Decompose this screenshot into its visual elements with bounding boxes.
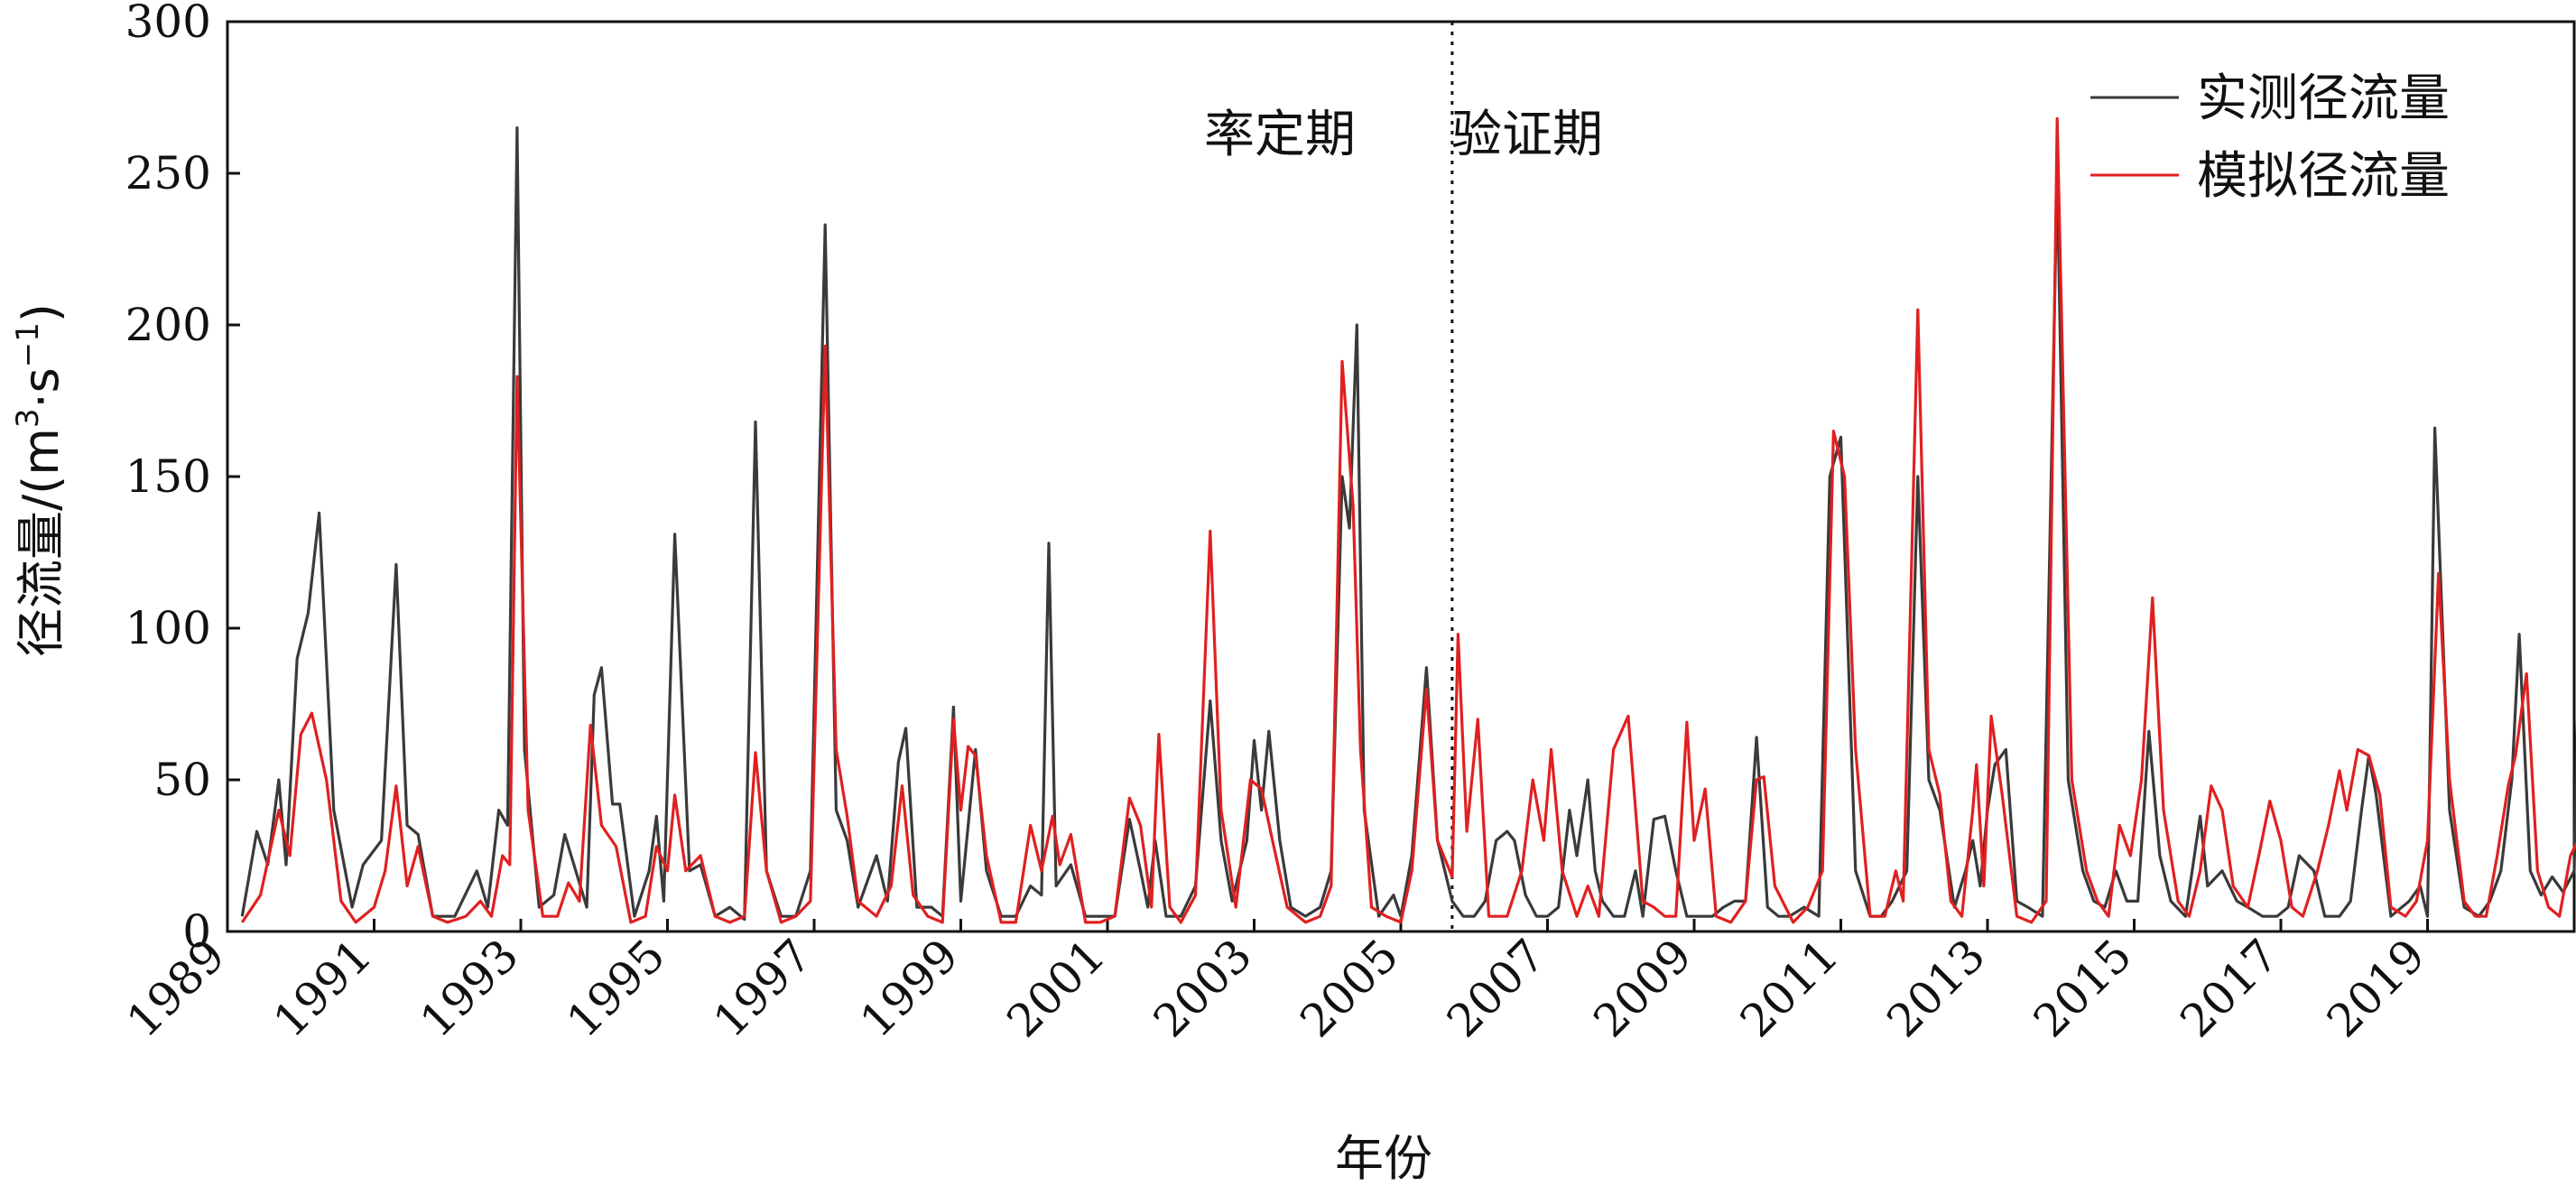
x-tick-label: 2001 [996, 929, 1115, 1047]
x-axis-title: 年份 [1335, 1130, 1432, 1186]
x-tick-label: 2003 [1144, 929, 1262, 1047]
y-tick-label: 50 [153, 754, 211, 806]
x-tick-label: 2005 [1290, 929, 1408, 1047]
x-tick-label: 2017 [2170, 929, 2288, 1047]
validation-period-label: 验证期 [1451, 106, 1603, 164]
x-tick-label: 2013 [1876, 929, 1995, 1047]
y-tick-label: 100 [125, 602, 211, 654]
legend-label-observed: 实测径流量 [2197, 69, 2450, 128]
x-tick-label: 1997 [703, 929, 821, 1047]
legend-label-simulated: 模拟径流量 [2197, 147, 2450, 206]
y-tick-label: 150 [125, 450, 211, 503]
y-axis-title-suffix: ) [13, 303, 69, 322]
x-tick-label: 1995 [557, 929, 675, 1047]
x-tick-label: 1989 [116, 929, 235, 1047]
x-tick-label: 2009 [1583, 929, 1701, 1047]
x-tick-label: 1991 [264, 929, 382, 1047]
annotations: 率定期 验证期 [1204, 106, 1603, 164]
x-tick-label: 1993 [410, 929, 528, 1047]
x-tick-label: 1999 [850, 929, 968, 1047]
y-tick-label: 250 [125, 147, 211, 199]
series-line-simulated [240, 116, 2576, 924]
y-tick-label: 200 [125, 299, 211, 351]
x-tick-label: 2011 [1730, 929, 1849, 1047]
y-axis-title-sup2: −1 [10, 322, 46, 367]
series-line-observed [240, 126, 2576, 922]
y-axis-title: 径流量/(m3·s−1) [10, 303, 69, 657]
x-tick-label: 2007 [1437, 929, 1555, 1047]
x-tick-label: 2019 [2317, 929, 2435, 1047]
y-axis-title-prefix: 径流量/(m [13, 428, 69, 657]
y-axis-title-sup1: 3 [10, 409, 46, 429]
calibration-period-label: 率定期 [1204, 106, 1356, 164]
legend: 实测径流量 模拟径流量 [2090, 69, 2450, 206]
x-tick-label: 2015 [2024, 929, 2142, 1047]
y-axis-title-mid: ·s [13, 367, 69, 408]
y-tick-label: 300 [125, 0, 211, 48]
series-lines [240, 116, 2576, 924]
y-tick-label: 0 [182, 905, 211, 958]
